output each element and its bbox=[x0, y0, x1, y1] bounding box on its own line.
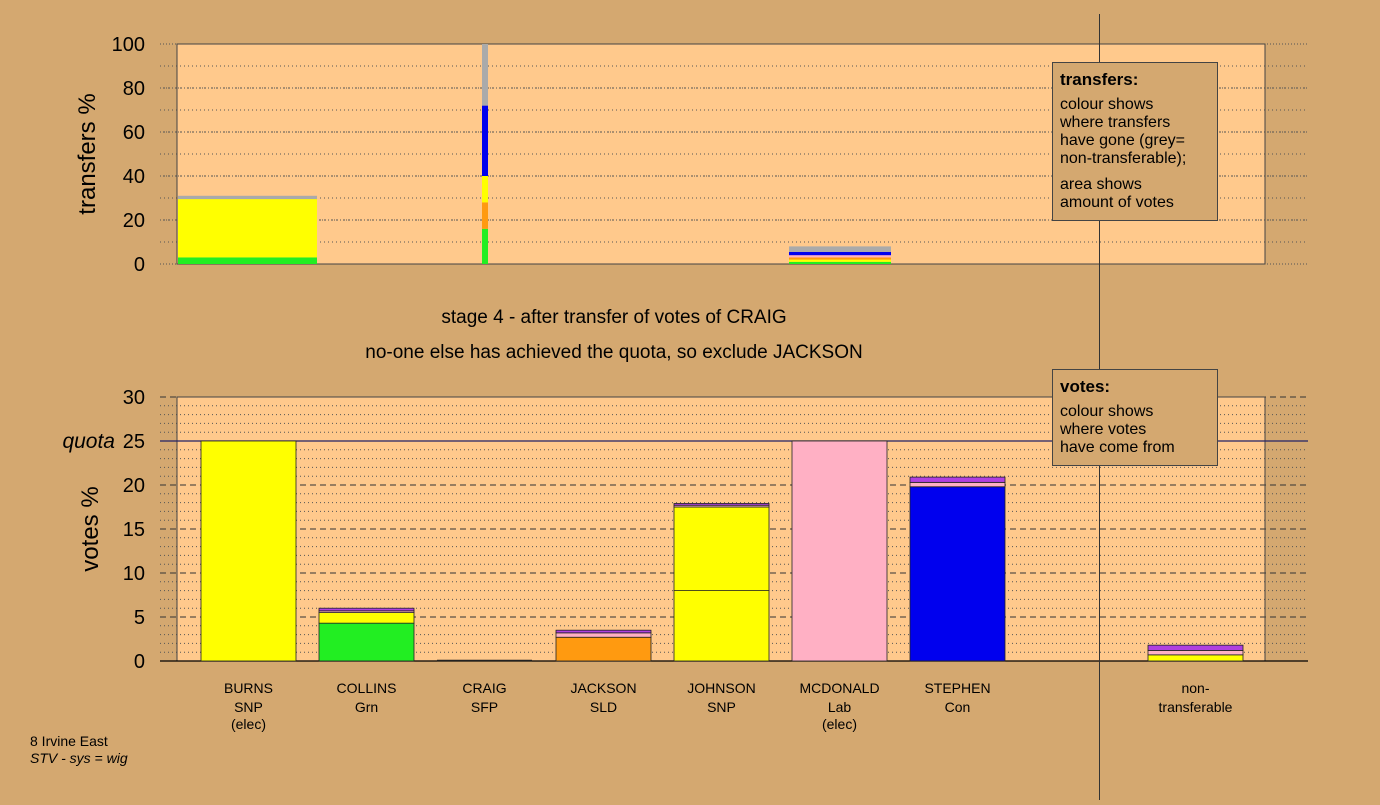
vote-segment bbox=[555, 636, 652, 662]
transfers-legend-title: transfers: bbox=[1060, 70, 1139, 89]
vote-segment bbox=[318, 622, 415, 662]
vote-segment bbox=[909, 486, 1006, 662]
transfer-segment bbox=[789, 255, 891, 258]
votes-tick-label: 5 bbox=[134, 607, 145, 629]
transfers-plot-frame bbox=[176, 43, 1266, 265]
votes-tick-label: 15 bbox=[123, 519, 145, 541]
votes-legend-line: where votes bbox=[1060, 421, 1147, 438]
candidate-party: SFP bbox=[471, 699, 498, 715]
footer: 8 Irvine East STV - sys = wig bbox=[30, 733, 128, 767]
transfers-tick-label: 60 bbox=[123, 122, 145, 144]
candidate-party: SNP bbox=[234, 699, 263, 715]
votes-legend-title: votes: bbox=[1060, 377, 1111, 396]
nontransferable-label: transferable bbox=[1159, 699, 1233, 715]
candidate-status: (elec) bbox=[822, 716, 857, 732]
candidate-party: Con bbox=[945, 699, 971, 715]
transfer-segment bbox=[789, 246, 891, 252]
vote-segment bbox=[1147, 654, 1244, 662]
transfers-tick-label: 100 bbox=[112, 34, 145, 56]
vote-segment bbox=[909, 476, 1006, 483]
transfers-legend-box: transfers: colour shows where transfers … bbox=[1052, 62, 1218, 221]
votes-tick-label: 20 bbox=[123, 475, 145, 497]
vote-segment bbox=[555, 629, 652, 634]
transfer-segment bbox=[482, 105, 488, 176]
vote-segment bbox=[1147, 650, 1244, 656]
transfers-legend-line: area shows bbox=[1060, 176, 1142, 193]
votes-legend-line: colour shows bbox=[1060, 403, 1154, 420]
votes-tick-label: 25 bbox=[123, 431, 145, 453]
vote-segment bbox=[555, 632, 652, 638]
ward-name: 8 Irvine East bbox=[30, 733, 108, 749]
transfer-segment bbox=[482, 44, 488, 106]
transfers-y-axis-label: transfers % bbox=[74, 93, 101, 214]
nontransferable-label: non- bbox=[1181, 680, 1209, 696]
vote-segment bbox=[673, 506, 770, 591]
transfer-segment bbox=[178, 257, 317, 264]
candidate-party: Lab bbox=[828, 699, 852, 715]
candidate-name: JACKSON bbox=[570, 680, 636, 696]
votes-tick-label: 0 bbox=[134, 651, 145, 673]
vote-segment bbox=[673, 503, 770, 506]
candidate-party: Grn bbox=[355, 699, 378, 715]
transfer-segment bbox=[482, 176, 488, 203]
votes-legend-box: votes: colour shows where votes have com… bbox=[1052, 369, 1218, 466]
transfers-legend-line: colour shows bbox=[1060, 96, 1154, 113]
votes-tick-label: 10 bbox=[123, 563, 145, 585]
transfers-tick-label: 20 bbox=[123, 210, 145, 232]
transfers-tick-label: 40 bbox=[123, 166, 145, 188]
transfers-legend-line: amount of votes bbox=[1060, 194, 1174, 211]
stage-caption-exclusion: no-one else has achieved the quota, so e… bbox=[365, 342, 862, 363]
votes-tick-label: 30 bbox=[123, 387, 145, 409]
transfer-segment bbox=[789, 261, 891, 264]
candidate-status: (elec) bbox=[231, 716, 266, 732]
transfer-segment bbox=[482, 228, 488, 264]
candidate-name: JOHNSON bbox=[687, 680, 755, 696]
vote-segment bbox=[1147, 644, 1244, 651]
transfers-legend-line: non-transferable); bbox=[1060, 150, 1187, 167]
transfer-segment bbox=[789, 257, 891, 260]
vote-segment bbox=[673, 590, 770, 662]
candidate-name: BURNS bbox=[224, 680, 273, 696]
transfers-legend-line: have gone (grey= bbox=[1060, 132, 1185, 149]
vote-segment bbox=[200, 440, 297, 662]
vote-segment bbox=[318, 612, 415, 624]
stage-caption: stage 4 - after transfer of votes of CRA… bbox=[441, 307, 786, 328]
votes-legend-line: have come from bbox=[1060, 439, 1175, 456]
quota-label: quota bbox=[62, 430, 115, 453]
vote-segment bbox=[909, 481, 1006, 488]
candidate-name: CRAIG bbox=[462, 680, 506, 696]
candidate-name: MCDONALD bbox=[799, 680, 879, 696]
transfer-segment bbox=[178, 195, 317, 200]
transfers-legend-line: where transfers bbox=[1060, 114, 1171, 131]
candidate-name: STEPHEN bbox=[924, 680, 990, 696]
candidate-name: COLLINS bbox=[337, 680, 397, 696]
transfer-segment bbox=[789, 251, 891, 256]
transfer-segment bbox=[789, 259, 891, 262]
transfers-tick-label: 0 bbox=[134, 254, 145, 276]
vote-segment bbox=[318, 607, 415, 612]
votes-y-axis-label: votes % bbox=[77, 486, 104, 571]
transfer-segment bbox=[178, 199, 317, 258]
system-label: STV - sys = wig bbox=[30, 750, 128, 766]
vote-segment bbox=[791, 440, 888, 662]
transfer-segment bbox=[482, 202, 488, 229]
candidate-party: SLD bbox=[590, 699, 617, 715]
transfers-tick-label: 80 bbox=[123, 78, 145, 100]
candidate-party: SNP bbox=[707, 699, 736, 715]
